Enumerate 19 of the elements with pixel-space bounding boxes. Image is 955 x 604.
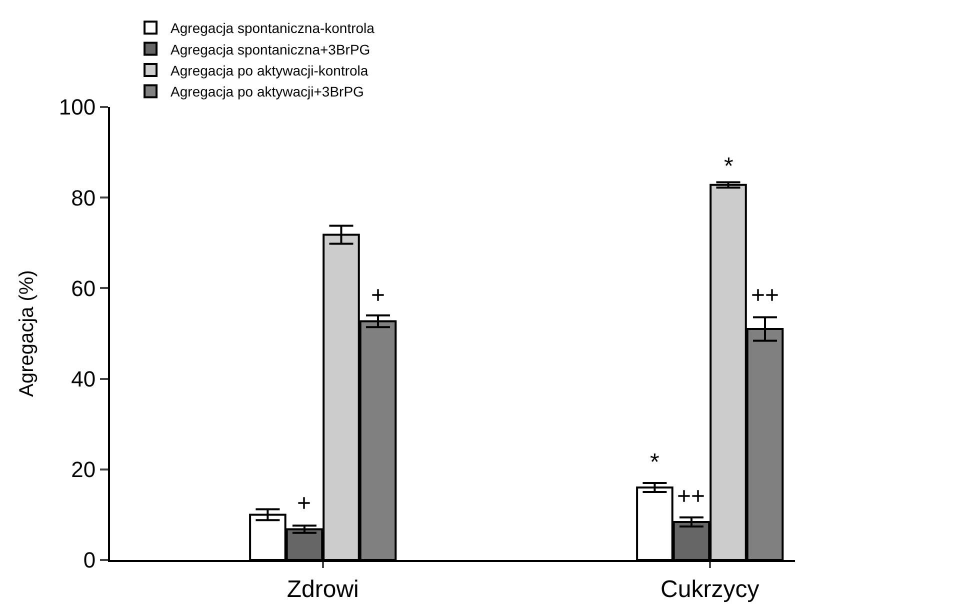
x-tick-label: Cukrzycy: [660, 576, 760, 603]
annotation: +: [297, 490, 312, 517]
y-tick-label: 40: [71, 366, 96, 392]
legend-label: Agregacja spontaniczna+3BrPG: [170, 41, 370, 58]
legend-label: Agregacja po aktywacji-kontrola: [170, 62, 368, 78]
annotation: ++: [677, 483, 706, 510]
y-axis-title: Agregacja (%): [16, 270, 38, 397]
y-tick-label: 60: [71, 276, 96, 301]
annotation: +: [371, 282, 386, 309]
annotation: ++: [751, 282, 780, 309]
y-tick-label: 0: [83, 548, 96, 573]
y-tick-label: 100: [58, 94, 96, 120]
annotation: *: [724, 153, 734, 180]
y-tick-label: 80: [71, 185, 96, 210]
legend-label: Agregacja po aktywacji+3BrPG: [170, 84, 364, 100]
x-tick-label: Zdrowi: [286, 576, 359, 603]
y-tick-label: 20: [71, 457, 96, 482]
annotation: *: [650, 449, 660, 476]
legend-label: Agregacja spontaniczna-kontrola: [170, 20, 375, 36]
